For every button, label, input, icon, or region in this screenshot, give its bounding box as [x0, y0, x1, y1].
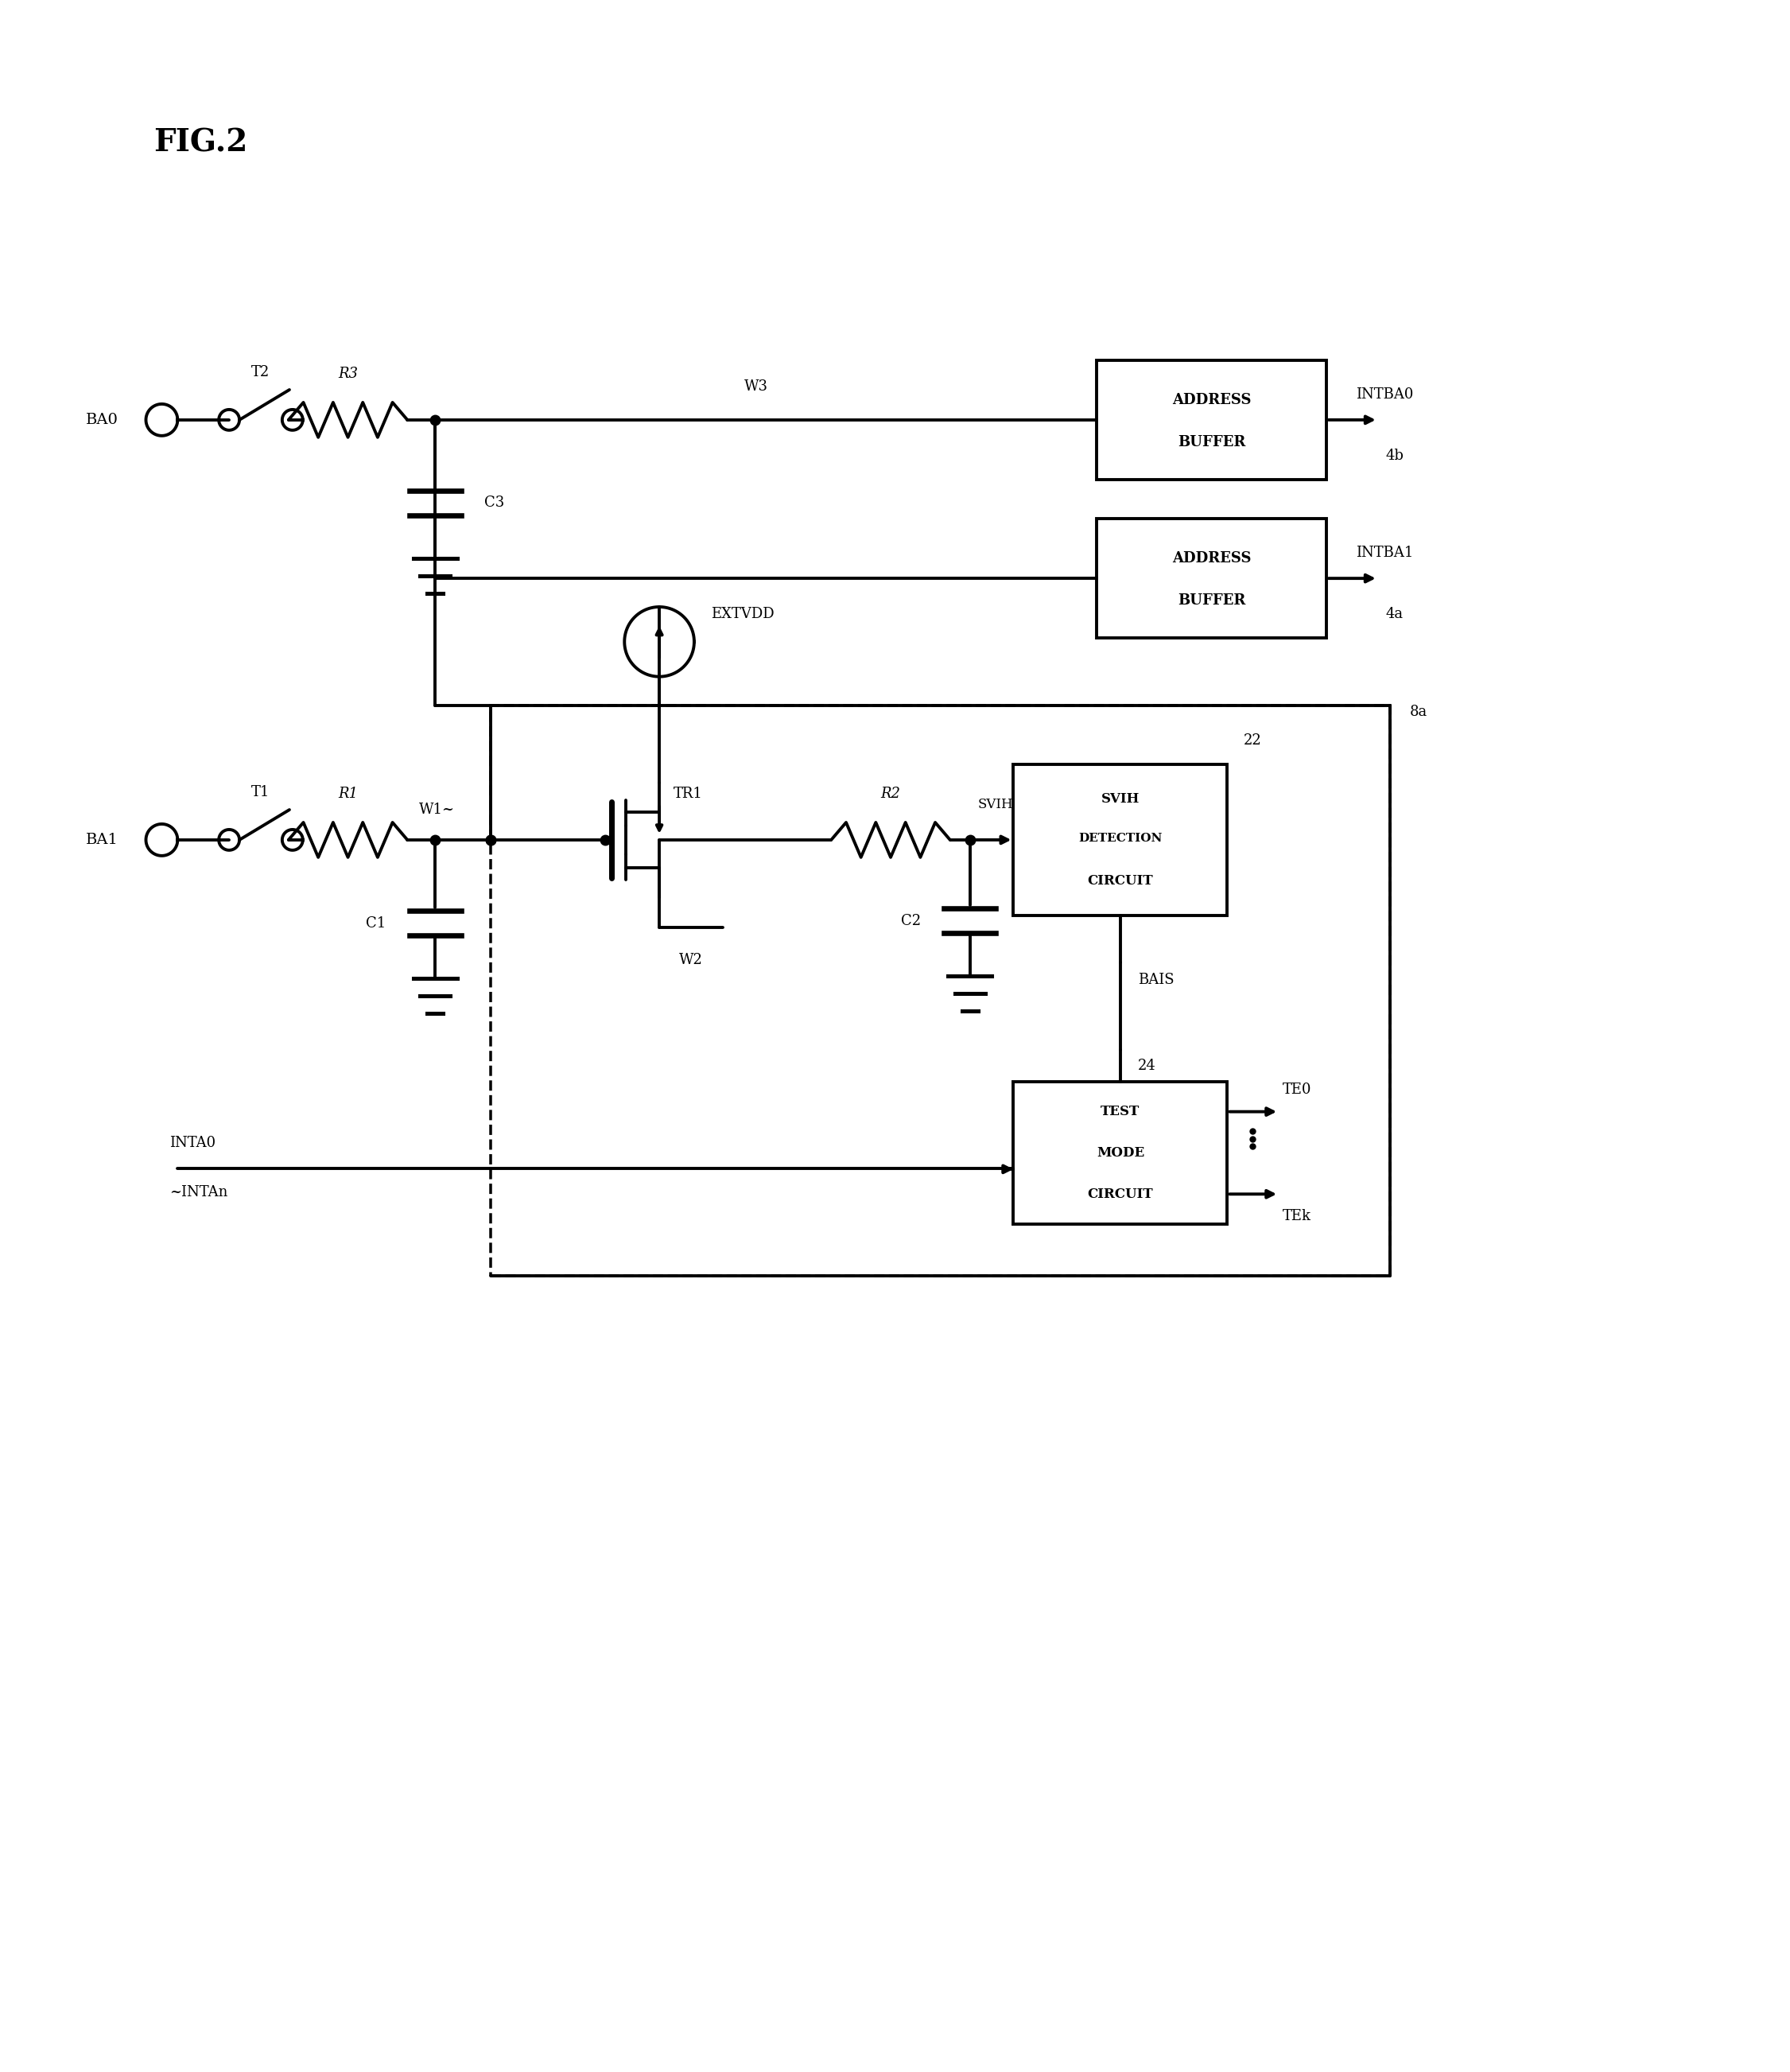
- Text: SVIH: SVIH: [1101, 792, 1140, 806]
- Text: EXTVDD: EXTVDD: [711, 607, 773, 622]
- Text: CIRCUIT: CIRCUIT: [1088, 1187, 1153, 1202]
- Text: 8a: 8a: [1409, 704, 1427, 719]
- Text: 22: 22: [1244, 733, 1262, 748]
- Text: C3: C3: [485, 495, 505, 510]
- Text: W2: W2: [678, 953, 703, 968]
- Text: DETECTION: DETECTION: [1079, 833, 1162, 843]
- Text: 4a: 4a: [1385, 607, 1403, 622]
- Text: R1: R1: [338, 787, 358, 802]
- Text: CIRCUIT: CIRCUIT: [1088, 874, 1153, 887]
- Text: SVIH: SVIH: [977, 798, 1013, 810]
- Text: INTBA0: INTBA0: [1357, 387, 1414, 402]
- Text: FIG.2: FIG.2: [154, 126, 249, 157]
- Bar: [1013, 1082, 1228, 1225]
- Text: MODE: MODE: [1097, 1146, 1144, 1160]
- Bar: [490, 704, 1389, 1276]
- Text: 4b: 4b: [1385, 448, 1403, 462]
- Text: TE0: TE0: [1283, 1082, 1312, 1096]
- Text: ~INTAn: ~INTAn: [170, 1185, 227, 1200]
- Text: BA0: BA0: [86, 412, 118, 427]
- Text: W1~: W1~: [419, 802, 455, 816]
- Text: R2: R2: [881, 787, 900, 802]
- Text: C2: C2: [900, 914, 920, 928]
- Text: TEST: TEST: [1101, 1104, 1140, 1119]
- Text: R3: R3: [338, 367, 358, 381]
- Text: TEk: TEk: [1283, 1210, 1312, 1222]
- Text: BUFFER: BUFFER: [1178, 593, 1246, 607]
- Text: INTBA1: INTBA1: [1357, 545, 1414, 559]
- Bar: [1013, 765, 1228, 916]
- Text: BA1: BA1: [86, 833, 118, 847]
- Text: T2: T2: [252, 365, 270, 379]
- Text: ADDRESS: ADDRESS: [1172, 551, 1251, 566]
- Bar: [1097, 361, 1326, 479]
- Text: T1: T1: [252, 785, 270, 800]
- Text: BAIS: BAIS: [1138, 974, 1174, 986]
- Text: TR1: TR1: [673, 787, 703, 802]
- Text: BUFFER: BUFFER: [1178, 435, 1246, 450]
- Text: C1: C1: [365, 916, 387, 930]
- Text: INTA0: INTA0: [170, 1135, 217, 1150]
- Bar: [1097, 518, 1326, 638]
- Text: 24: 24: [1138, 1059, 1156, 1073]
- Text: ADDRESS: ADDRESS: [1172, 394, 1251, 408]
- Text: W3: W3: [745, 379, 768, 394]
